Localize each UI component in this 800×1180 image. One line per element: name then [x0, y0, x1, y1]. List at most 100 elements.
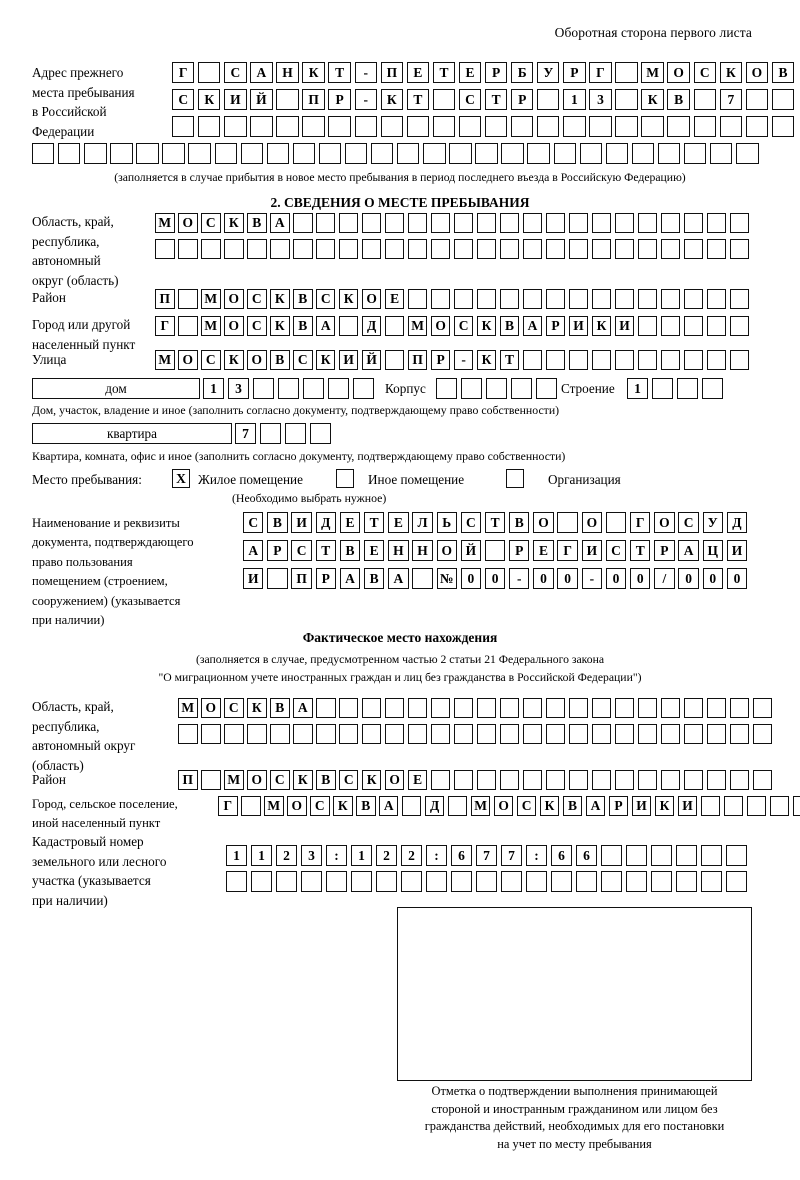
form-cell[interactable]: П: [407, 350, 428, 371]
form-cell[interactable]: [476, 698, 497, 719]
form-cell[interactable]: [476, 289, 497, 310]
form-cell[interactable]: [614, 213, 635, 234]
form-cell[interactable]: [266, 143, 290, 164]
form-cell[interactable]: [706, 239, 727, 260]
form-cell[interactable]: Т: [315, 540, 336, 561]
form-cell[interactable]: Й: [250, 89, 273, 110]
form-cell[interactable]: Р: [328, 89, 351, 110]
form-cell[interactable]: Н: [276, 62, 299, 83]
form-cell[interactable]: 0: [726, 568, 748, 589]
form-cell[interactable]: [338, 698, 359, 719]
form-cell[interactable]: [522, 698, 543, 719]
form-cell[interactable]: [706, 770, 727, 791]
form-cell[interactable]: [501, 143, 524, 164]
form-cell[interactable]: [746, 796, 767, 817]
form-cell[interactable]: А: [585, 796, 606, 817]
form-cell[interactable]: О: [654, 512, 675, 533]
form-cell[interactable]: [545, 289, 566, 310]
form-cell[interactable]: [499, 724, 520, 745]
form-cell[interactable]: [537, 89, 560, 110]
form-cell[interactable]: [453, 239, 474, 260]
form-cell[interactable]: [667, 116, 690, 137]
form-cell[interactable]: [605, 143, 629, 164]
form-cell[interactable]: [240, 796, 261, 817]
form-cell[interactable]: К: [591, 316, 612, 337]
form-cell[interactable]: [253, 378, 274, 399]
form-cell[interactable]: [251, 871, 272, 892]
form-cell[interactable]: [177, 316, 198, 337]
form-cell[interactable]: [453, 770, 474, 791]
form-cell[interactable]: А: [250, 62, 273, 83]
previous-address-row-4[interactable]: [32, 143, 762, 164]
form-cell[interactable]: №: [436, 568, 457, 589]
form-cell[interactable]: [475, 143, 498, 164]
form-cell[interactable]: [110, 143, 133, 164]
form-cell[interactable]: [384, 213, 405, 234]
form-cell[interactable]: [453, 213, 474, 234]
form-cell[interactable]: Е: [533, 540, 554, 561]
form-cell[interactable]: [641, 116, 664, 137]
form-cell[interactable]: 7: [719, 89, 743, 110]
form-cell[interactable]: [407, 698, 428, 719]
form-cell[interactable]: [615, 89, 638, 110]
form-cell[interactable]: [769, 796, 790, 817]
form-cell[interactable]: [361, 724, 382, 745]
form-cell[interactable]: Д: [361, 316, 382, 337]
form-cell[interactable]: -: [354, 62, 377, 83]
form-cell[interactable]: С: [224, 62, 247, 83]
form-cell[interactable]: М: [200, 289, 221, 310]
form-cell[interactable]: Е: [388, 512, 409, 533]
form-cell[interactable]: [451, 871, 472, 892]
form-cell[interactable]: [476, 871, 497, 892]
form-cell[interactable]: 7: [235, 423, 256, 444]
form-cell[interactable]: К: [338, 289, 359, 310]
form-cell[interactable]: [729, 770, 750, 791]
form-cell[interactable]: В: [315, 770, 336, 791]
form-cell[interactable]: [511, 116, 534, 137]
form-cell[interactable]: [637, 770, 658, 791]
form-cell[interactable]: [545, 770, 566, 791]
form-cell[interactable]: [84, 143, 107, 164]
form-cell[interactable]: [380, 116, 404, 137]
form-cell[interactable]: К: [198, 89, 221, 110]
form-cell[interactable]: [486, 378, 507, 399]
form-cell[interactable]: В: [269, 350, 290, 371]
form-cell[interactable]: [752, 770, 773, 791]
form-cell[interactable]: [771, 89, 795, 110]
form-cell[interactable]: С: [309, 796, 330, 817]
form-cell[interactable]: [407, 239, 428, 260]
form-cell[interactable]: [269, 724, 290, 745]
form-cell[interactable]: [315, 724, 336, 745]
form-cell[interactable]: 3: [301, 845, 322, 866]
form-cell[interactable]: [397, 143, 420, 164]
form-cell[interactable]: [484, 540, 506, 561]
form-cell[interactable]: [729, 213, 750, 234]
form-cell[interactable]: [476, 213, 497, 234]
form-cell[interactable]: И: [726, 540, 748, 561]
form-cell[interactable]: [476, 239, 497, 260]
form-cell[interactable]: [198, 62, 221, 83]
form-cell[interactable]: И: [291, 512, 312, 533]
form-cell[interactable]: П: [291, 568, 312, 589]
form-cell[interactable]: [198, 116, 221, 137]
form-cell[interactable]: [301, 871, 322, 892]
form-cell[interactable]: [406, 116, 430, 137]
form-cell[interactable]: М: [223, 770, 244, 791]
form-cell[interactable]: [328, 116, 351, 137]
form-cell[interactable]: [453, 289, 474, 310]
form-cell[interactable]: С: [291, 540, 312, 561]
form-cell[interactable]: [637, 289, 658, 310]
form-cell[interactable]: 2: [276, 845, 297, 866]
form-cell[interactable]: М: [407, 316, 428, 337]
form-cell[interactable]: [637, 316, 658, 337]
form-cell[interactable]: [58, 143, 81, 164]
form-cell[interactable]: [292, 239, 313, 260]
form-cell[interactable]: В: [562, 796, 583, 817]
form-cell[interactable]: А: [339, 568, 361, 589]
form-cell[interactable]: [172, 116, 195, 137]
